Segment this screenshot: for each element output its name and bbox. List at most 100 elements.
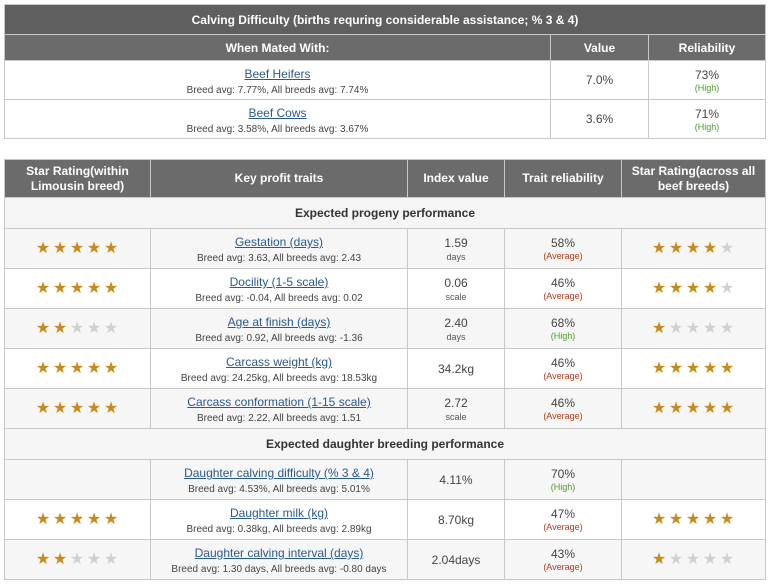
calving-difficulty-table: Calving Difficulty (births requring cons… bbox=[3, 4, 767, 139]
star-icon: ★ bbox=[685, 279, 702, 297]
table-row: ★ ★ ★ ★ ★ Docility (1-5 scale) Breed avg: -0.0… bbox=[4, 268, 766, 309]
star-icon: ★ bbox=[86, 359, 103, 377]
star-rating-across: ★ ★ ★ ★ ★ bbox=[621, 268, 766, 309]
breed-average: Breed avg: 0.92, All breeds avg: -1.36 bbox=[195, 333, 363, 344]
star-rating-within bbox=[4, 459, 151, 500]
table-row: ★ ★ ★ ★ ★ Carcass conformation (1-15 scale) Br… bbox=[4, 388, 766, 429]
trait-link[interactable]: Beef Cows bbox=[248, 105, 307, 120]
star-rating-across: ★ ★ ★ ★ ★ bbox=[621, 499, 766, 540]
star-icon: ★ bbox=[651, 359, 668, 377]
star-icon: ★ bbox=[69, 359, 86, 377]
index-value-cell: 1.59 days bbox=[407, 228, 505, 269]
reliability-level: (High) bbox=[694, 121, 720, 132]
star-icon: ★ bbox=[668, 239, 685, 257]
star-rating-across: ★ ★ ★ ★ ★ bbox=[621, 388, 766, 429]
trait-link[interactable]: Daughter calving interval (days) bbox=[194, 546, 364, 560]
star-rating-across-breeds: ★ ★ ★ ★ ★ bbox=[651, 550, 736, 568]
col-key-traits: Key profit traits bbox=[150, 159, 408, 198]
star-rating-across-breeds: ★ ★ ★ ★ ★ bbox=[651, 359, 736, 377]
trait-link[interactable]: Daughter calving difficulty (% 3 & 4) bbox=[184, 466, 374, 480]
star-icon: ★ bbox=[86, 510, 103, 528]
reliability-level: (High) bbox=[694, 82, 720, 93]
star-rating-within-breed: ★ ★ ★ ★ ★ bbox=[35, 239, 120, 257]
unit-label: days bbox=[446, 251, 466, 262]
key-profit-traits-table: Star Rating(within Limousin breed) Key p… bbox=[4, 159, 766, 580]
star-icon: ★ bbox=[103, 550, 120, 568]
star-icon: ★ bbox=[668, 359, 685, 377]
star-icon: ★ bbox=[702, 550, 719, 568]
star-icon: ★ bbox=[35, 510, 52, 528]
star-rating-across: ★ ★ ★ ★ ★ bbox=[621, 228, 766, 269]
table-row: ★ ★ ★ ★ ★ Gestation (days) Breed avg: 3.63, Al… bbox=[4, 228, 766, 269]
trait-reliability-cell: 70% (High) bbox=[504, 459, 622, 500]
star-icon: ★ bbox=[52, 319, 69, 337]
star-rating-within: ★ ★ ★ ★ ★ bbox=[4, 499, 151, 540]
star-icon: ★ bbox=[69, 399, 86, 417]
col-value: Value bbox=[550, 34, 649, 61]
star-rating-within-breed: ★ ★ ★ ★ ★ bbox=[35, 359, 120, 377]
reliability-level: (Average) bbox=[543, 371, 583, 381]
star-icon: ★ bbox=[103, 279, 120, 297]
star-icon: ★ bbox=[52, 239, 69, 257]
section-daughter: Expected daughter breeding performance bbox=[4, 428, 766, 460]
star-icon: ★ bbox=[52, 399, 69, 417]
star-icon: ★ bbox=[719, 279, 736, 297]
star-icon: ★ bbox=[52, 359, 69, 377]
reliability-cell: 71% (High) bbox=[647, 99, 767, 139]
star-icon: ★ bbox=[685, 359, 702, 377]
reliability-level: (Average) bbox=[543, 411, 583, 421]
table-row: ★ ★ ★ ★ ★ Carcass weight (kg) Breed avg: 24.25… bbox=[4, 348, 766, 389]
star-rating-within: ★ ★ ★ ★ ★ bbox=[4, 268, 151, 309]
star-icon: ★ bbox=[35, 279, 52, 297]
star-icon: ★ bbox=[668, 399, 685, 417]
table-row: ★ ★ ★ ★ ★ Daughter milk (kg) Breed avg: 0.38kg… bbox=[4, 499, 766, 540]
star-icon: ★ bbox=[685, 319, 702, 337]
star-icon: ★ bbox=[651, 239, 668, 257]
star-icon: ★ bbox=[702, 399, 719, 417]
value-cell: 3.6% bbox=[550, 99, 649, 139]
star-icon: ★ bbox=[69, 319, 86, 337]
star-rating-across-breeds: ★ ★ ★ ★ ★ bbox=[651, 510, 736, 528]
calving-title: Calving Difficulty (births requring cons… bbox=[3, 4, 767, 35]
trait-reliability-cell: 46% (Average) bbox=[504, 348, 622, 389]
star-rating-across: ★ ★ ★ ★ ★ bbox=[621, 308, 766, 349]
star-icon: ★ bbox=[719, 359, 736, 377]
calving-row: Beef Cows Breed avg: 3.58%, All breeds av… bbox=[4, 99, 767, 139]
trait-link[interactable]: Gestation (days) bbox=[234, 235, 324, 249]
star-rating-across-breeds: ★ ★ ★ ★ ★ bbox=[651, 319, 736, 337]
star-icon: ★ bbox=[86, 279, 103, 297]
reliability-level: (High) bbox=[550, 482, 576, 492]
star-icon: ★ bbox=[52, 510, 69, 528]
trait-link[interactable]: Daughter milk (kg) bbox=[229, 506, 329, 520]
index-value-cell: 0.06 scale bbox=[407, 268, 505, 309]
star-icon: ★ bbox=[651, 510, 668, 528]
star-rating-within: ★ ★ ★ ★ ★ bbox=[4, 539, 151, 580]
trait-link[interactable]: Carcass weight (kg) bbox=[225, 355, 333, 369]
star-icon: ★ bbox=[719, 319, 736, 337]
value-cell: 7.0% bbox=[550, 60, 649, 100]
breed-average: Breed avg: 24.25kg, All breeds avg: 18.5… bbox=[180, 373, 378, 384]
trait-link[interactable]: Docility (1-5 scale) bbox=[229, 275, 329, 289]
star-rating-across: ★ ★ ★ ★ ★ bbox=[621, 348, 766, 389]
star-icon: ★ bbox=[668, 319, 685, 337]
breed-average: Breed avg: 3.63, All breeds avg: 2.43 bbox=[197, 253, 361, 264]
trait-link[interactable]: Age at finish (days) bbox=[227, 315, 331, 329]
star-icon: ★ bbox=[86, 399, 103, 417]
star-icon: ★ bbox=[651, 550, 668, 568]
trait-link[interactable]: Carcass conformation (1-15 scale) bbox=[187, 395, 371, 409]
trait-reliability-cell: 46% (Average) bbox=[504, 388, 622, 429]
trait-link[interactable]: Beef Heifers bbox=[244, 66, 311, 81]
star-icon: ★ bbox=[702, 359, 719, 377]
star-icon: ★ bbox=[702, 319, 719, 337]
star-icon: ★ bbox=[35, 359, 52, 377]
index-value-cell: 34.2kg bbox=[407, 348, 505, 389]
breed-average: Breed avg: 1.30 days, All breeds avg: -0… bbox=[171, 564, 387, 575]
star-icon: ★ bbox=[719, 399, 736, 417]
star-icon: ★ bbox=[651, 279, 668, 297]
star-icon: ★ bbox=[35, 550, 52, 568]
star-icon: ★ bbox=[69, 279, 86, 297]
star-icon: ★ bbox=[35, 399, 52, 417]
unit-label: scale bbox=[445, 291, 467, 302]
star-icon: ★ bbox=[702, 279, 719, 297]
breed-average: Breed avg: 3.58%, All breeds avg: 3.67% bbox=[186, 123, 369, 135]
